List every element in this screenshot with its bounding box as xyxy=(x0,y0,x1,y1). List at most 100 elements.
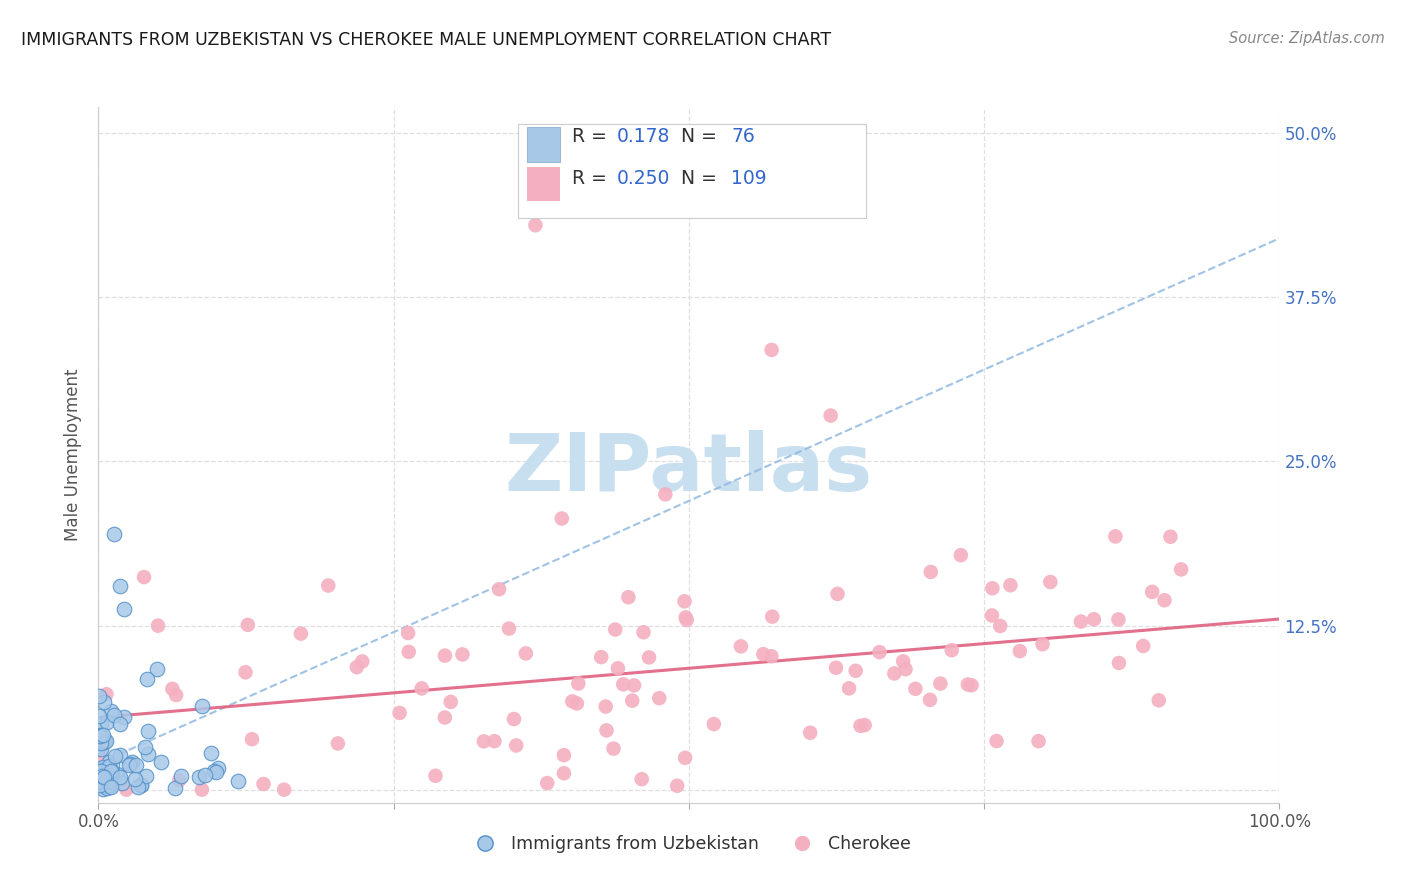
Point xyxy=(612,677,634,691)
Point xyxy=(567,676,589,690)
Point xyxy=(1108,656,1130,670)
Point xyxy=(100,780,122,795)
Point xyxy=(845,664,868,678)
FancyBboxPatch shape xyxy=(527,167,560,202)
Point xyxy=(1000,578,1022,592)
Text: IMMIGRANTS FROM UZBEKISTAN VS CHEROKEE MALE UNEMPLOYMENT CORRELATION CHART: IMMIGRANTS FROM UZBEKISTAN VS CHEROKEE M… xyxy=(21,31,831,49)
Point xyxy=(565,697,588,711)
Point xyxy=(89,779,111,793)
Point xyxy=(515,647,537,661)
Point xyxy=(551,511,574,525)
Point xyxy=(97,778,120,792)
Point xyxy=(105,767,128,781)
Point xyxy=(101,757,124,772)
Point xyxy=(488,582,510,597)
Point xyxy=(853,718,876,732)
Point xyxy=(703,717,725,731)
Point xyxy=(894,662,917,676)
Point xyxy=(194,768,217,782)
Text: N =: N = xyxy=(681,169,723,188)
Point xyxy=(451,648,474,662)
Point xyxy=(633,625,655,640)
Point xyxy=(191,782,214,797)
Point xyxy=(135,673,157,687)
Point xyxy=(103,707,125,722)
Point xyxy=(1159,530,1181,544)
Point xyxy=(111,775,134,789)
Point xyxy=(326,736,349,750)
Point xyxy=(117,758,139,772)
Point xyxy=(240,732,263,747)
Point xyxy=(838,681,860,696)
Point xyxy=(290,626,312,640)
Text: 0.250: 0.250 xyxy=(617,169,671,188)
Point xyxy=(1039,574,1062,589)
Point xyxy=(93,695,115,709)
Point xyxy=(94,734,117,748)
Point xyxy=(673,594,696,608)
Point xyxy=(96,781,118,796)
Point xyxy=(136,724,159,739)
Point xyxy=(472,734,495,748)
Point xyxy=(87,773,110,788)
Point xyxy=(1140,585,1163,599)
Point xyxy=(1170,562,1192,576)
Text: 0.178: 0.178 xyxy=(617,128,671,146)
Point xyxy=(941,643,963,657)
Point xyxy=(165,688,187,702)
Point xyxy=(100,764,122,779)
Point xyxy=(90,741,112,756)
Point xyxy=(191,698,214,713)
Point xyxy=(97,755,120,769)
Point xyxy=(524,218,547,232)
Point xyxy=(398,645,420,659)
Point xyxy=(236,618,259,632)
Point xyxy=(673,751,696,765)
Point xyxy=(623,678,645,692)
Point xyxy=(120,757,142,772)
Point xyxy=(165,781,187,796)
Point xyxy=(273,782,295,797)
Point xyxy=(108,771,131,785)
Point xyxy=(730,640,752,654)
Point xyxy=(93,770,115,784)
Point xyxy=(316,578,339,592)
Point xyxy=(112,709,135,723)
Point xyxy=(100,704,122,718)
Point xyxy=(505,739,527,753)
Point xyxy=(346,660,368,674)
Point xyxy=(121,756,143,770)
Point xyxy=(666,779,689,793)
Point xyxy=(90,717,112,731)
Point xyxy=(949,548,972,562)
Point xyxy=(187,770,209,784)
Legend: Immigrants from Uzbekistan, Cherokee: Immigrants from Uzbekistan, Cherokee xyxy=(460,829,918,860)
Point xyxy=(97,775,120,789)
Point xyxy=(849,719,872,733)
Point xyxy=(89,728,111,742)
Point xyxy=(981,608,1004,623)
Point xyxy=(1083,612,1105,626)
Text: N =: N = xyxy=(681,128,723,146)
Point xyxy=(90,736,112,750)
Point xyxy=(761,343,783,357)
Point xyxy=(440,695,463,709)
Point xyxy=(124,772,146,787)
Text: 109: 109 xyxy=(731,169,768,188)
Point xyxy=(90,769,112,783)
Point xyxy=(91,760,114,774)
Point xyxy=(235,665,257,680)
Point xyxy=(200,746,222,760)
Point xyxy=(145,662,167,676)
Point xyxy=(112,601,135,615)
Point xyxy=(503,712,526,726)
Point xyxy=(1147,693,1170,707)
Point xyxy=(388,706,411,720)
Point xyxy=(1153,593,1175,607)
Point xyxy=(134,740,156,755)
Point xyxy=(602,741,624,756)
Point xyxy=(96,734,118,748)
Point xyxy=(87,709,110,723)
Point xyxy=(960,678,983,692)
Point xyxy=(103,526,125,541)
